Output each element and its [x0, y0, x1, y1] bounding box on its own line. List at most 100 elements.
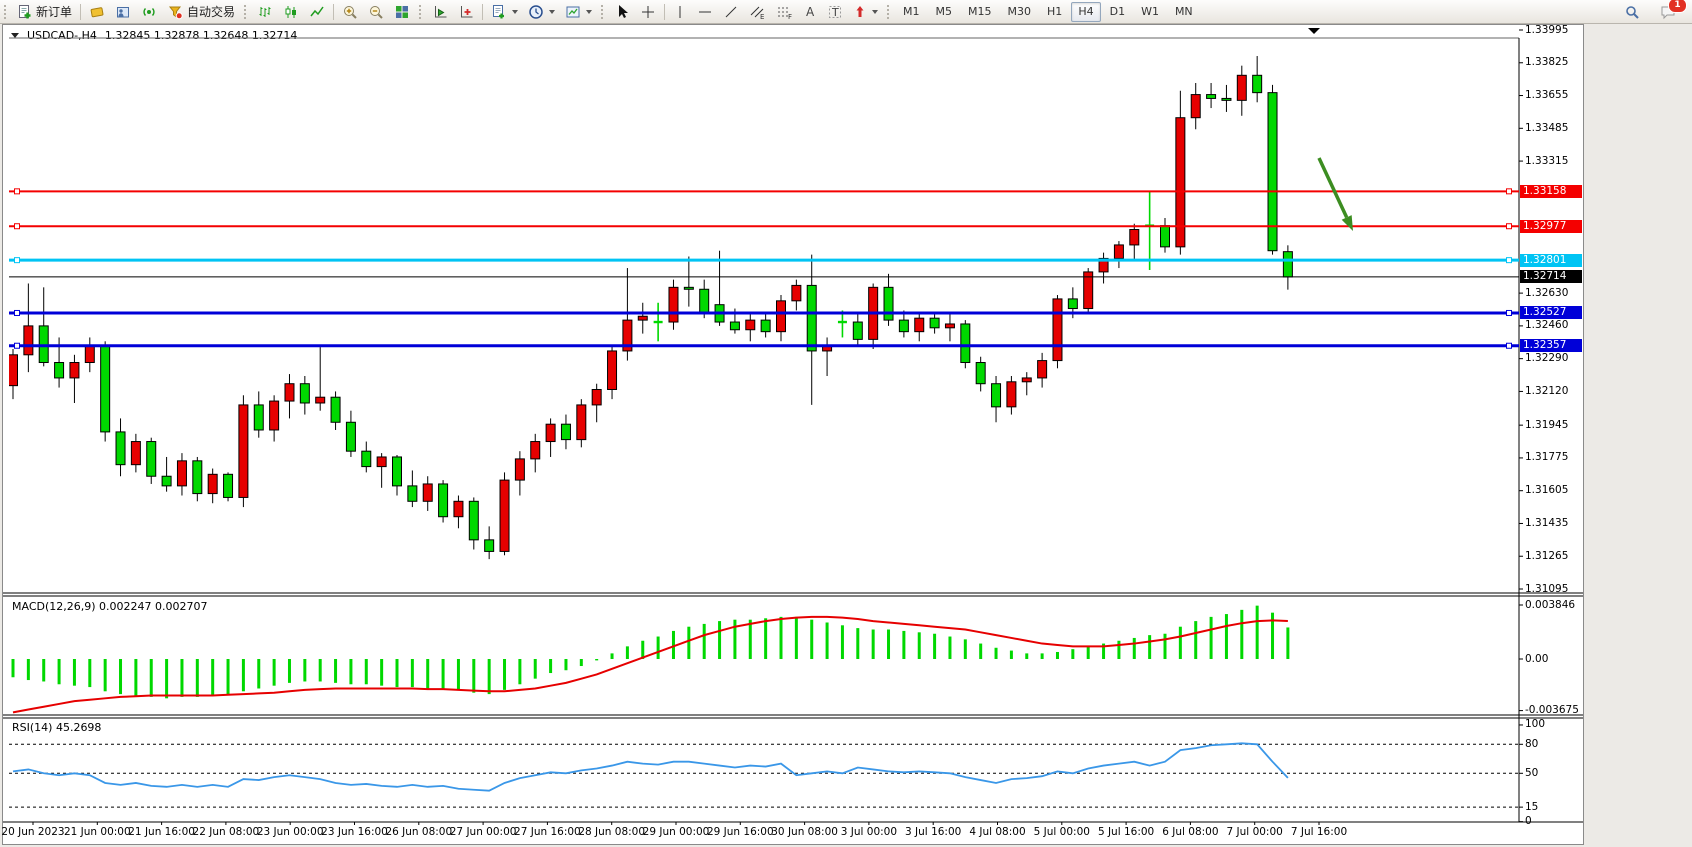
arrow-objects-icon — [853, 4, 867, 20]
trendline-icon — [723, 4, 739, 20]
trendline-button[interactable] — [718, 1, 744, 23]
annotation-arrowhead — [1341, 215, 1353, 231]
channel-button[interactable]: E — [744, 1, 771, 23]
timeframe-button-MN[interactable]: MN — [1174, 4, 1193, 18]
macd-indicator-label: MACD(12,26,9) 0.002247 0.002707 — [12, 600, 208, 613]
strategy-tester-icon — [432, 4, 448, 20]
separator — [80, 3, 82, 20]
separator — [333, 3, 335, 20]
timeframe-button-M15[interactable]: M15 — [968, 4, 992, 18]
new-chart-button[interactable] — [84, 1, 110, 23]
signals-button[interactable] — [136, 1, 162, 23]
new-order-label: 新订单 — [36, 5, 73, 19]
price-axis-tick: 1.32460 — [1525, 319, 1569, 332]
separator — [664, 3, 666, 20]
rsi-axis-tick: 80 — [1525, 737, 1539, 750]
arrows-button[interactable] — [848, 1, 883, 23]
zoom-in-button[interactable] — [337, 1, 363, 23]
time-axis-label: 22 Jun 08:00 — [192, 826, 260, 838]
toolbar-grip — [419, 4, 424, 19]
price-line-badge: 1.32527 — [1520, 306, 1582, 320]
collapse-triangle-icon — [11, 33, 19, 38]
time-axis-label: 23 Jun 16:00 — [321, 826, 388, 838]
price-axis-tick: 1.33655 — [1525, 89, 1569, 102]
timeframe-button-H4[interactable]: H4 — [1071, 1, 1101, 22]
price-axis-tick: 1.31265 — [1525, 549, 1569, 562]
chart-canvas[interactable] — [3, 25, 1583, 844]
candlestick-chart-button[interactable] — [278, 1, 304, 23]
cursor-button[interactable] — [609, 1, 635, 23]
price-axis-tick: 1.32290 — [1525, 352, 1569, 365]
time-axis-label: 3 Jul 00:00 — [840, 826, 898, 838]
macd-axis-tick: 0.00 — [1525, 652, 1549, 665]
macd-axis-tick: 0.003846 — [1525, 598, 1576, 611]
time-axis-label: 29 Jun 00:00 — [642, 826, 710, 838]
timeframe-button-M5[interactable]: M5 — [935, 4, 953, 18]
chart-window[interactable]: USDCAD-,H4 1.32845 1.32878 1.32648 1.327… — [1, 24, 1584, 845]
price-axis-tick: 1.31775 — [1525, 451, 1569, 464]
time-axis-label: 6 Jul 08:00 — [1162, 826, 1219, 838]
separator — [482, 3, 484, 20]
hline-handle — [1506, 257, 1512, 264]
horizontal-line-icon — [697, 4, 713, 20]
notifications-button[interactable]: 1 — [1655, 0, 1687, 23]
price-line-badge: 1.32714 — [1520, 270, 1582, 284]
price-line-badge: 1.32977 — [1520, 219, 1582, 233]
cursor-icon — [614, 4, 630, 20]
time-axis-label: 5 Jul 16:00 — [1097, 826, 1155, 838]
rsi-indicator-label: RSI(14) 45.2698 — [12, 721, 102, 734]
periods-button[interactable] — [523, 1, 560, 23]
profiles-button[interactable] — [110, 1, 136, 23]
text-button[interactable]: A — [798, 1, 822, 23]
hline-handle — [14, 309, 20, 316]
text-label-button[interactable]: T — [822, 1, 848, 23]
toolbar-grip — [4, 4, 9, 19]
bar-chart-button[interactable] — [252, 1, 278, 23]
strategy-tester-button[interactable] — [427, 1, 453, 23]
search-button[interactable] — [1619, 1, 1645, 23]
timeframe-button-H1[interactable]: H1 — [1047, 4, 1063, 18]
timeframe-button-M1[interactable]: M1 — [903, 4, 920, 18]
fibonacci-button[interactable]: F — [771, 1, 798, 23]
stop-tester-button[interactable] — [453, 1, 479, 23]
timeframe-toolbar: M1 M5 M15 M30 H1 H4 D1 W1 MN — [883, 1, 1201, 23]
time-axis-label: 23 Jun 00:00 — [256, 826, 324, 838]
time-axis-label: 28 Jun 08:00 — [578, 826, 646, 838]
time-axis-label: 29 Jun 16:00 — [706, 826, 774, 838]
timeframe-button-M30[interactable]: M30 — [1007, 4, 1032, 18]
stop-tester-icon — [458, 4, 474, 20]
signals-icon — [141, 4, 157, 20]
chart-symbol-label: USDCAD-,H4 — [27, 29, 97, 42]
time-axis-label: 5 Jul 00:00 — [1033, 826, 1090, 838]
notification-badge: 1 — [1668, 0, 1687, 13]
crosshair-button[interactable] — [635, 1, 661, 23]
svg-text:E: E — [760, 13, 764, 20]
timeframe-button-W1[interactable]: W1 — [1141, 4, 1159, 18]
price-axis-tick: 1.33315 — [1525, 154, 1569, 167]
text-icon: A — [803, 4, 817, 20]
tile-windows-button[interactable] — [389, 1, 415, 23]
line-chart-button[interactable] — [304, 1, 330, 23]
price-axis-tick: 1.32630 — [1525, 286, 1569, 299]
zoom-out-button[interactable] — [363, 1, 389, 23]
vertical-line-button[interactable] — [668, 1, 692, 23]
new-order-button[interactable]: 新订单 — [12, 1, 77, 23]
timeframe-button-D1[interactable]: D1 — [1109, 4, 1126, 18]
hline-handle — [1506, 342, 1512, 349]
add-indicator-button[interactable] — [486, 1, 523, 23]
line-chart-icon — [309, 4, 325, 20]
price-axis-tick: 1.33485 — [1525, 121, 1569, 134]
horizontal-line-button[interactable] — [692, 1, 718, 23]
hline-handle — [1506, 223, 1512, 230]
dropdown-arrow-icon — [549, 9, 556, 14]
chart-ohlc-label: 1.32845 1.32878 1.32648 1.32714 — [104, 29, 298, 42]
autotrade-button[interactable]: 自动交易 — [162, 1, 240, 23]
autotrade-icon — [167, 4, 184, 20]
new-chart-icon — [89, 4, 105, 20]
macd-axis-tick: -0.003675 — [1525, 704, 1579, 717]
template-button[interactable] — [560, 1, 597, 23]
hline-handle — [14, 188, 20, 195]
hline-handle — [14, 257, 20, 264]
main-toolbar: 新订单 自动交易 — [0, 0, 1692, 24]
